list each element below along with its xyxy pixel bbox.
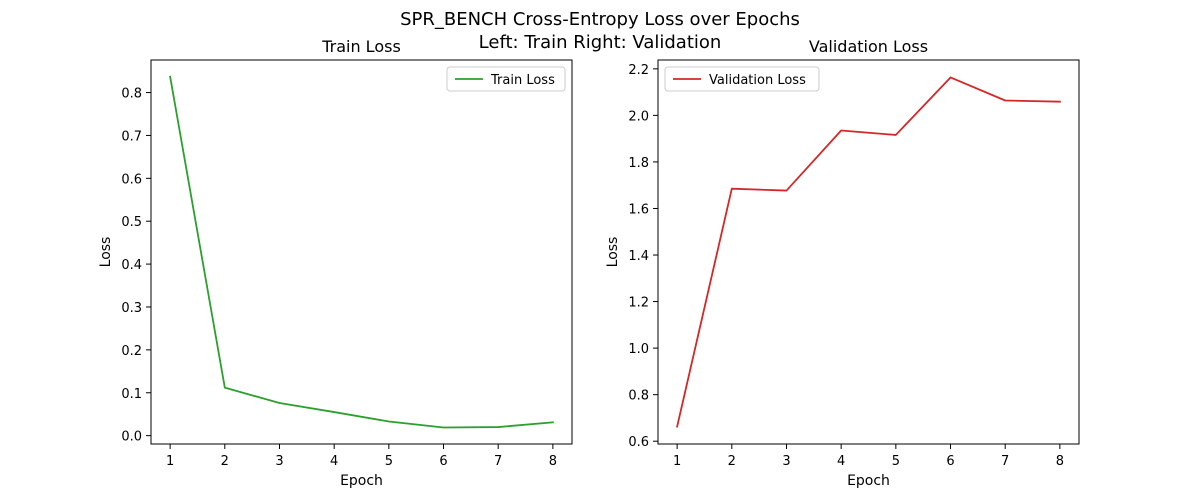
x-tick-label: 7 bbox=[494, 454, 502, 469]
y-tick-label: 0.8 bbox=[121, 87, 142, 102]
x-tick-label: 5 bbox=[385, 454, 393, 469]
series-line bbox=[676, 76, 1061, 428]
x-tick-label: 6 bbox=[439, 454, 447, 469]
y-tick-label: 1.2 bbox=[628, 296, 649, 311]
y-tick-label: 0.5 bbox=[121, 215, 142, 230]
y-tick-label: 2.2 bbox=[628, 63, 649, 78]
y-tick-label: 0.6 bbox=[628, 435, 649, 450]
x-tick-label: 1 bbox=[673, 454, 681, 469]
x-tick-label: 2 bbox=[221, 454, 229, 469]
x-axis-label: Epoch bbox=[340, 473, 383, 489]
figure-suptitle-line1: SPR_BENCH Cross-Entropy Loss over Epochs bbox=[400, 9, 800, 30]
x-tick-label: 8 bbox=[1056, 454, 1064, 469]
validation-loss-chart: Validation Loss Epoch Loss 1 2 3 4 5 6 7 8 0.6 0.8 1.… bbox=[605, 37, 1080, 489]
y-tick-label: 1.6 bbox=[628, 202, 649, 217]
y-tick-label: 2.0 bbox=[628, 109, 649, 124]
series-line bbox=[169, 75, 554, 429]
y-axis-label: Loss bbox=[605, 237, 621, 268]
y-axis-label: Loss bbox=[98, 237, 114, 268]
plot-area-frame bbox=[657, 59, 1080, 445]
x-tick-label: 8 bbox=[549, 454, 557, 469]
y-tick-label: 0.0 bbox=[121, 430, 142, 445]
legend-box bbox=[664, 66, 820, 92]
y-tick-label: 1.0 bbox=[628, 342, 649, 357]
x-tick-label: 3 bbox=[782, 454, 790, 469]
chart-title: Validation Loss bbox=[809, 37, 928, 56]
y-tick-label: 0.2 bbox=[121, 344, 142, 359]
x-tick-label: 2 bbox=[728, 454, 736, 469]
legend-box bbox=[446, 66, 566, 92]
x-tick-label: 4 bbox=[330, 454, 338, 469]
x-tick-label: 7 bbox=[1001, 454, 1009, 469]
x-axis-label: Epoch bbox=[847, 473, 890, 489]
plot-area-frame bbox=[150, 59, 573, 445]
y-tick-label: 1.8 bbox=[628, 156, 649, 171]
y-tick-label: 0.8 bbox=[628, 389, 649, 404]
x-tick-label: 3 bbox=[275, 454, 283, 469]
x-tick-label: 6 bbox=[946, 454, 954, 469]
x-tick-label: 5 bbox=[892, 454, 900, 469]
x-tick-label: 1 bbox=[166, 454, 174, 469]
train-loss-chart: Train Loss Epoch Loss 1 2 3 4 5 6 7 8 0.0 0.1 0.2 0.3 0… bbox=[98, 37, 573, 489]
x-tick-label: 4 bbox=[837, 454, 845, 469]
y-tick-label: 0.3 bbox=[121, 301, 142, 316]
chart-title: Train Loss bbox=[321, 37, 401, 56]
legend-label: Train Loss bbox=[490, 73, 555, 88]
y-tick-label: 0.4 bbox=[121, 258, 142, 273]
y-tick-label: 0.6 bbox=[121, 172, 142, 187]
y-tick-label: 0.1 bbox=[121, 387, 142, 402]
figure-suptitle-line2: Left: Train Right: Validation bbox=[479, 32, 722, 53]
y-tick-label: 1.4 bbox=[628, 249, 649, 264]
y-tick-label: 0.7 bbox=[121, 129, 142, 144]
legend-label: Validation Loss bbox=[709, 73, 806, 88]
